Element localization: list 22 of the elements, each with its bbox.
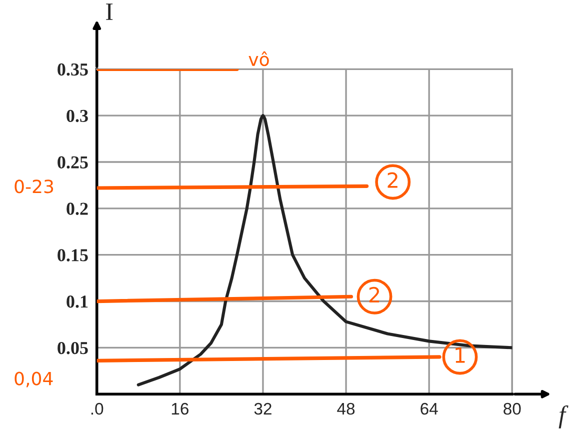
y-tick-label: 0.35 — [58, 63, 88, 76]
y-axis-title: I — [106, 4, 113, 20]
x-tick-label: 16 — [172, 402, 188, 415]
line-series — [136, 114, 512, 386]
x-tick-label: 32 — [254, 402, 272, 415]
x-tick-label: 64 — [420, 402, 438, 415]
annotation: 1 — [456, 348, 465, 363]
text: vô — [248, 51, 269, 66]
y-tick-label: 0.2 — [66, 202, 88, 215]
text: 0,04 — [14, 372, 53, 388]
x-tick-label: 80 — [504, 402, 521, 415]
y-tick-label: 0.25 — [58, 156, 88, 169]
y-tick-label: 0.1 — [66, 296, 88, 308]
x-axis-title: f — [558, 405, 568, 428]
x-tick-label: .0 — [91, 402, 104, 415]
annotation: 2 — [369, 286, 380, 302]
y-tick-label: 0.3 — [66, 110, 88, 122]
y-tick-label: 0.15 — [58, 249, 88, 262]
x-tick-label: 48 — [337, 402, 355, 415]
annotation: 2 — [388, 172, 398, 188]
text: 0-23 — [14, 180, 54, 194]
y-tick-label: 0.05 — [58, 342, 88, 354]
